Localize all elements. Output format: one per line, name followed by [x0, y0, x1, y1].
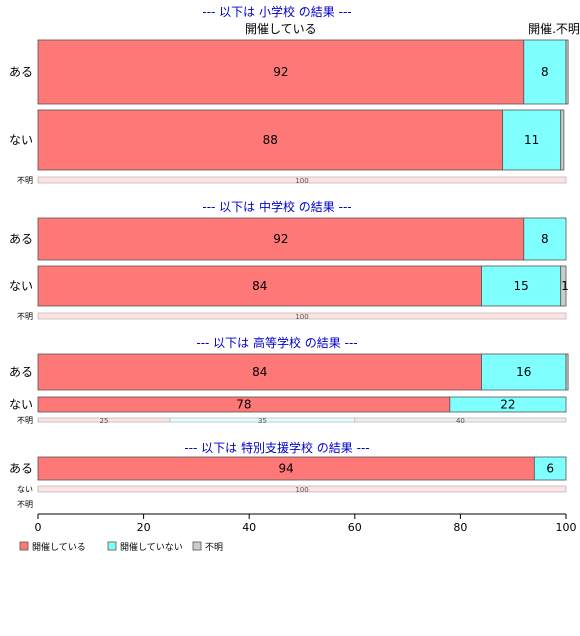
- row-label: ある: [9, 365, 33, 379]
- row-label: ない: [9, 133, 33, 147]
- data-label: 6: [546, 462, 554, 476]
- x-tick-label: 20: [137, 521, 151, 534]
- bar-segment-held: [37, 109, 504, 171]
- row-label: ある: [9, 232, 33, 246]
- row-label: 不明: [17, 176, 33, 185]
- data-label: 92: [273, 65, 288, 79]
- bar-segment-not-held: [523, 217, 567, 261]
- data-label: 100: [295, 177, 308, 185]
- data-label: 84: [252, 279, 267, 293]
- bar-segment-held: [37, 312, 567, 320]
- row-label: ない: [17, 485, 33, 494]
- top-label-not-held-unknown: 開催.不明: [528, 22, 580, 36]
- row-label: ある: [9, 462, 33, 476]
- group-title: --- 以下は 小学校 の結果 ---: [202, 4, 351, 19]
- data-label: 15: [513, 279, 528, 293]
- group-title: --- 以下は 特別支援学校 の結果 ---: [184, 440, 369, 455]
- data-label: 8: [541, 65, 549, 79]
- row-label: ない: [9, 279, 33, 293]
- row-label: ない: [9, 398, 33, 412]
- x-tick-label: 80: [453, 521, 467, 534]
- data-label: 100: [295, 486, 308, 494]
- row-label: 不明: [17, 312, 33, 321]
- bar-segment-unknown: [560, 109, 565, 171]
- data-label: 78: [236, 398, 251, 412]
- data-label: 94: [279, 462, 294, 476]
- x-tick-label: 100: [556, 521, 577, 534]
- bar-segment-not-held: [502, 109, 562, 171]
- bar-segment-held: [37, 353, 482, 391]
- top-label-held: 開催している: [245, 22, 317, 36]
- data-label: 88: [263, 133, 278, 147]
- bar-segment-held: [37, 217, 525, 261]
- data-label: 84: [252, 365, 267, 379]
- data-label: 40: [456, 417, 465, 425]
- legend-swatch: [192, 541, 202, 551]
- bar-segment-unknown: [354, 417, 567, 423]
- group-title: --- 以下は 中学校 の結果 ---: [202, 199, 351, 214]
- data-label: 35: [258, 417, 267, 425]
- row-label: 不明: [17, 500, 33, 509]
- data-label: 22: [500, 398, 515, 412]
- row-label: 不明: [17, 416, 33, 425]
- data-label: 1: [561, 279, 569, 293]
- data-label: 92: [273, 232, 288, 246]
- bar-segment-not-held: [523, 39, 567, 105]
- x-tick-label: 40: [242, 521, 256, 534]
- bar-segment-held: [37, 265, 482, 307]
- data-label: 8: [541, 232, 549, 246]
- row-label: ある: [9, 65, 33, 79]
- legend-swatch: [19, 541, 29, 551]
- bar-segment-held: [37, 485, 567, 493]
- group-title: --- 以下は 高等学校 の結果 ---: [196, 335, 357, 350]
- data-label: 25: [100, 417, 109, 425]
- bar-segment-not-held: [533, 456, 567, 481]
- bar-segment-unknown: [560, 265, 567, 307]
- bar-segment-not-held: [449, 396, 567, 413]
- legend-label: 開催している: [32, 541, 86, 553]
- bar-segment-unknown: [565, 39, 569, 105]
- bar-segment-not-held: [481, 265, 562, 307]
- data-label: 16: [516, 365, 531, 379]
- bar-segment-held: [37, 39, 525, 105]
- data-label: 100: [295, 313, 308, 321]
- x-tick-label: 60: [348, 521, 362, 534]
- legend-label: 不明: [205, 542, 223, 553]
- data-label: 11: [524, 133, 539, 147]
- x-tick-label: 0: [35, 521, 42, 534]
- bar-segment-held: [37, 176, 567, 184]
- legend-swatch: [107, 541, 117, 551]
- bar-segment-unknown: [565, 353, 569, 391]
- legend-label: 開催していない: [120, 541, 183, 553]
